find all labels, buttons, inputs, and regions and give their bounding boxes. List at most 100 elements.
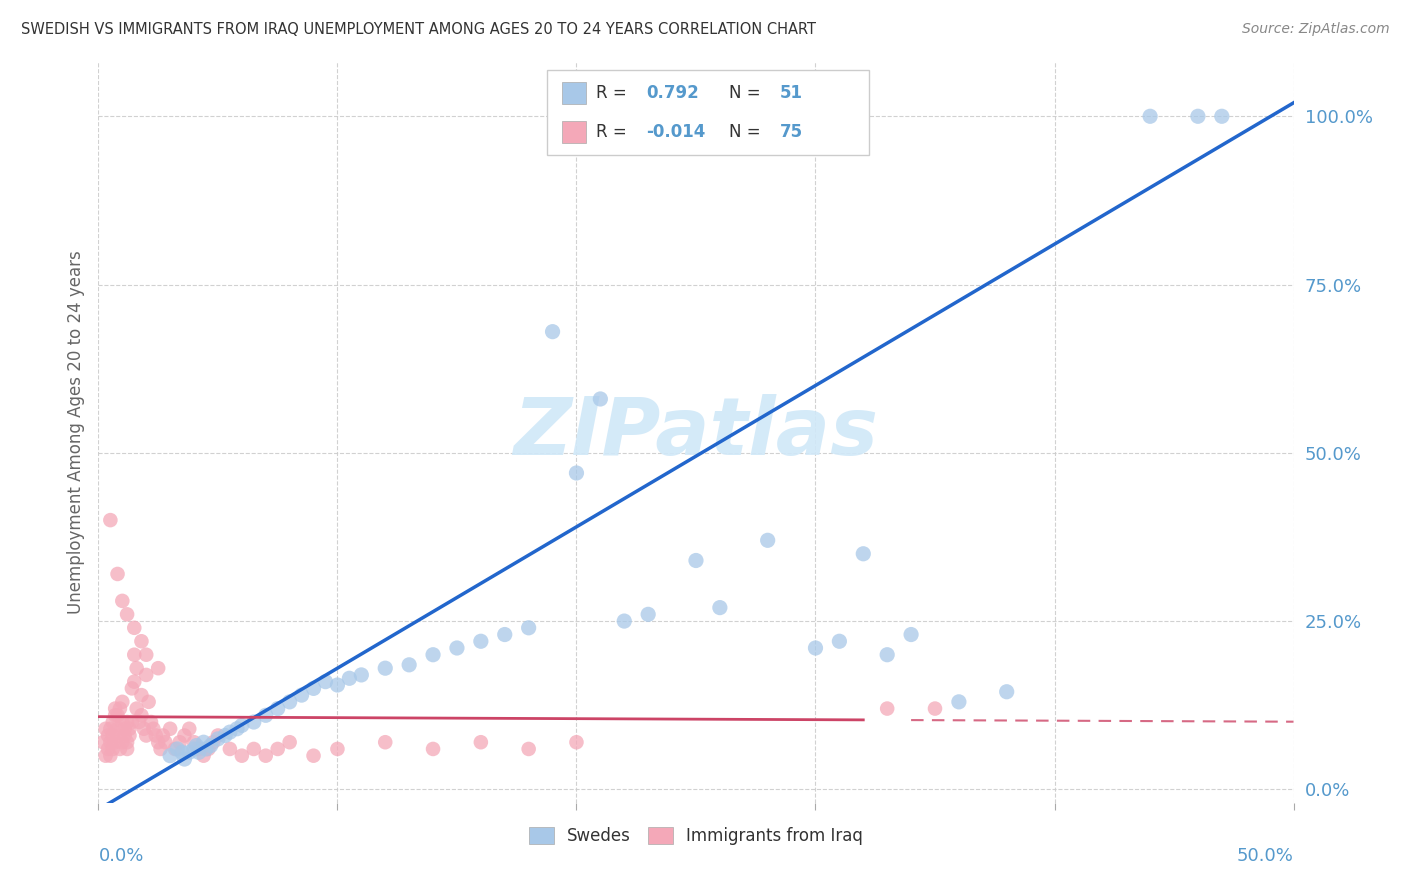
- Point: [118, 729, 141, 743]
- Point: [131, 634, 153, 648]
- Point: [804, 640, 827, 655]
- Point: [852, 547, 875, 561]
- Point: [1187, 109, 1209, 123]
- Point: [326, 742, 349, 756]
- Point: [179, 745, 201, 759]
- Point: [350, 668, 373, 682]
- Point: [565, 735, 588, 749]
- Point: [128, 714, 150, 729]
- Text: 50.0%: 50.0%: [1237, 847, 1294, 865]
- Point: [108, 701, 131, 715]
- Point: [94, 748, 117, 763]
- Point: [98, 735, 122, 749]
- Point: [108, 742, 131, 756]
- Point: [97, 742, 120, 756]
- Point: [374, 735, 396, 749]
- Point: [876, 648, 898, 662]
- Point: [145, 729, 167, 743]
- Point: [200, 739, 222, 753]
- Point: [589, 392, 612, 406]
- Point: [131, 708, 153, 723]
- Point: [159, 722, 181, 736]
- Point: [148, 661, 170, 675]
- Point: [254, 708, 277, 723]
- Point: [422, 648, 444, 662]
- Text: ZIPatlas: ZIPatlas: [513, 393, 879, 472]
- Point: [125, 661, 148, 675]
- Point: [98, 748, 122, 763]
- Point: [193, 748, 215, 763]
- Point: [685, 553, 707, 567]
- Point: [214, 729, 236, 743]
- Point: [187, 745, 209, 759]
- Point: [115, 742, 138, 756]
- Y-axis label: Unemployment Among Ages 20 to 24 years: Unemployment Among Ages 20 to 24 years: [66, 251, 84, 615]
- Point: [152, 729, 174, 743]
- Point: [155, 735, 177, 749]
- Point: [114, 729, 136, 743]
- Point: [876, 701, 898, 715]
- Point: [709, 600, 731, 615]
- Point: [124, 674, 146, 689]
- Point: [254, 748, 277, 763]
- Point: [115, 607, 138, 622]
- Point: [243, 714, 266, 729]
- Point: [315, 674, 337, 689]
- Point: [159, 748, 181, 763]
- Point: [107, 729, 129, 743]
- Point: [173, 729, 195, 743]
- Point: [470, 634, 492, 648]
- Legend: Swedes, Immigrants from Iraq: Swedes, Immigrants from Iraq: [524, 822, 868, 850]
- Point: [565, 466, 588, 480]
- Text: R =: R =: [596, 84, 631, 102]
- Point: [278, 735, 301, 749]
- Point: [278, 695, 301, 709]
- Point: [98, 722, 122, 736]
- Point: [828, 634, 851, 648]
- Point: [97, 729, 120, 743]
- Point: [121, 714, 143, 729]
- Point: [243, 742, 266, 756]
- Point: [115, 714, 138, 729]
- Point: [219, 742, 242, 756]
- Text: R =: R =: [596, 123, 631, 141]
- Point: [948, 695, 970, 709]
- Point: [197, 742, 219, 756]
- Point: [326, 678, 349, 692]
- Point: [139, 714, 162, 729]
- Point: [173, 752, 195, 766]
- Point: [202, 735, 225, 749]
- Point: [756, 533, 779, 548]
- Text: Source: ZipAtlas.com: Source: ZipAtlas.com: [1241, 22, 1389, 37]
- Point: [118, 722, 141, 736]
- Point: [111, 594, 134, 608]
- Text: 0.792: 0.792: [645, 84, 699, 102]
- Point: [995, 685, 1018, 699]
- Point: [131, 688, 153, 702]
- Point: [135, 648, 157, 662]
- Point: [135, 668, 157, 682]
- Point: [207, 731, 229, 746]
- Point: [446, 640, 468, 655]
- Point: [101, 729, 124, 743]
- Point: [302, 681, 325, 696]
- Point: [207, 729, 229, 743]
- Point: [186, 739, 208, 753]
- Point: [94, 722, 117, 736]
- Point: [398, 657, 420, 672]
- Point: [900, 627, 922, 641]
- Point: [231, 748, 253, 763]
- Text: 0.0%: 0.0%: [98, 847, 143, 865]
- Text: N =: N =: [730, 84, 766, 102]
- Point: [111, 714, 134, 729]
- Text: -0.014: -0.014: [645, 123, 706, 141]
- Text: 51: 51: [780, 84, 803, 102]
- Point: [124, 648, 146, 662]
- Text: N =: N =: [730, 123, 766, 141]
- Point: [267, 701, 290, 715]
- Point: [107, 708, 129, 723]
- Point: [172, 745, 194, 759]
- Point: [517, 621, 540, 635]
- Point: [166, 742, 188, 756]
- Point: [374, 661, 396, 675]
